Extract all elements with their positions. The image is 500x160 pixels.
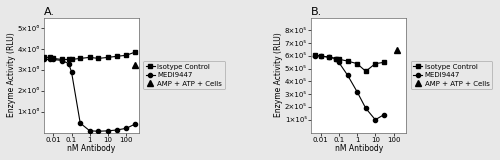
Line: Isotype Control: Isotype Control xyxy=(42,50,137,62)
X-axis label: nM Antibody: nM Antibody xyxy=(67,144,116,153)
Isotype Control xyxy=(77,57,83,59)
MEDI9447 xyxy=(372,119,378,121)
Isotype Control xyxy=(105,56,111,58)
Isotype Control xyxy=(132,51,138,53)
Isotype Control xyxy=(318,55,324,57)
Isotype Control xyxy=(336,58,342,60)
MEDI9447 xyxy=(312,55,318,57)
Isotype Control xyxy=(312,54,318,56)
MEDI9447 xyxy=(354,91,360,93)
Isotype Control xyxy=(372,63,378,65)
Line: Isotype Control: Isotype Control xyxy=(313,53,386,73)
Isotype Control xyxy=(48,56,54,58)
MEDI9447 xyxy=(326,56,332,58)
MEDI9447 xyxy=(381,114,387,116)
Isotype Control xyxy=(363,70,369,72)
MEDI9447 xyxy=(336,61,342,63)
MEDI9447 xyxy=(363,107,369,109)
MEDI9447 xyxy=(114,129,119,131)
Line: MEDI9447: MEDI9447 xyxy=(42,57,137,133)
MEDI9447 xyxy=(50,59,56,60)
Isotype Control xyxy=(41,56,47,58)
Text: B.: B. xyxy=(311,7,322,17)
Isotype Control xyxy=(50,57,56,59)
Legend: Isotype Control, MEDI9447, AMP + ATP + Cells: Isotype Control, MEDI9447, AMP + ATP + C… xyxy=(410,61,492,89)
Isotype Control xyxy=(68,59,74,60)
Line: MEDI9447: MEDI9447 xyxy=(313,54,386,122)
MEDI9447 xyxy=(123,127,129,129)
Isotype Control xyxy=(66,59,71,60)
MEDI9447 xyxy=(96,130,102,132)
MEDI9447 xyxy=(105,130,111,132)
MEDI9447 xyxy=(318,55,324,57)
Isotype Control xyxy=(87,56,93,58)
Isotype Control xyxy=(59,59,65,60)
MEDI9447 xyxy=(41,59,47,60)
Y-axis label: Enzyme Activity (RLU): Enzyme Activity (RLU) xyxy=(274,33,283,117)
Isotype Control xyxy=(344,60,350,62)
Isotype Control xyxy=(123,54,129,56)
Isotype Control xyxy=(354,63,360,65)
MEDI9447 xyxy=(333,58,339,60)
X-axis label: nM Antibody: nM Antibody xyxy=(334,144,383,153)
MEDI9447 xyxy=(87,130,93,132)
Isotype Control xyxy=(381,61,387,63)
MEDI9447 xyxy=(344,74,350,76)
MEDI9447 xyxy=(77,122,83,124)
MEDI9447 xyxy=(68,71,74,73)
Isotype Control xyxy=(326,56,332,58)
MEDI9447 xyxy=(132,123,138,125)
Y-axis label: Enzyme Activity (RLU): Enzyme Activity (RLU) xyxy=(7,33,16,117)
Isotype Control xyxy=(96,57,102,59)
Text: A.: A. xyxy=(44,7,55,17)
Isotype Control xyxy=(333,58,339,60)
MEDI9447 xyxy=(66,63,71,65)
Legend: Isotype Control, MEDI9447, AMP + ATP + Cells: Isotype Control, MEDI9447, AMP + ATP + C… xyxy=(144,61,225,89)
Isotype Control xyxy=(114,55,119,57)
MEDI9447 xyxy=(48,59,54,60)
MEDI9447 xyxy=(59,60,65,61)
